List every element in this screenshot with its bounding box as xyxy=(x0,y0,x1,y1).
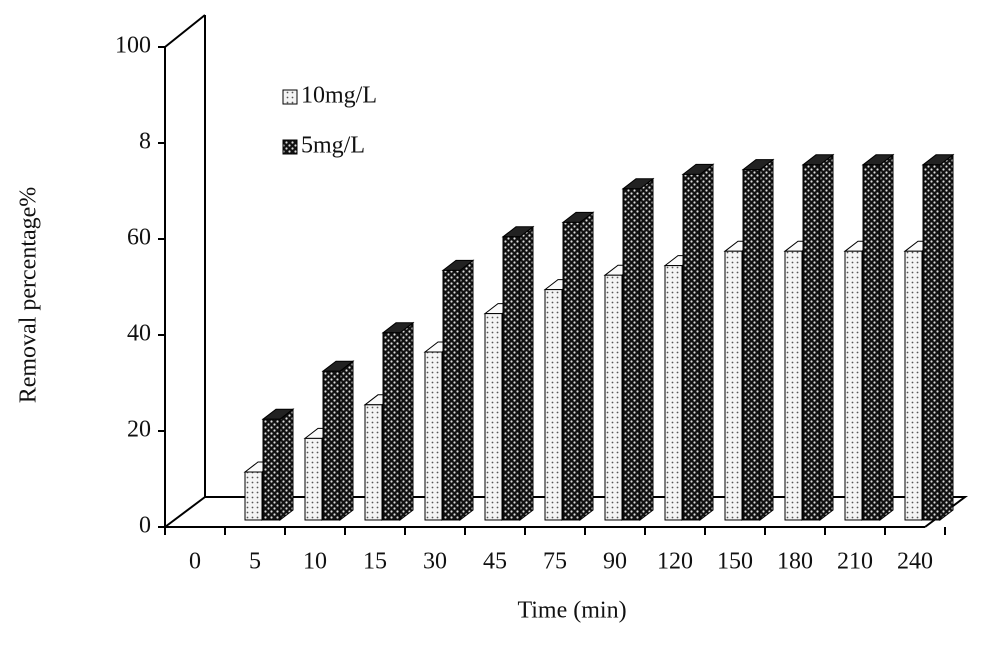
x-tick-label: 150 xyxy=(717,549,753,575)
y-tick-label: 60 xyxy=(127,225,151,251)
bar xyxy=(562,221,581,521)
bar xyxy=(742,169,761,521)
bar xyxy=(682,173,701,521)
bar-side xyxy=(519,225,534,522)
bar xyxy=(802,164,821,521)
x-tick-label: 0 xyxy=(189,549,201,575)
bar xyxy=(484,313,503,521)
bar xyxy=(904,250,923,521)
bar-side xyxy=(639,177,654,522)
bar xyxy=(382,332,401,521)
x-tick-label: 45 xyxy=(483,549,507,575)
legend-label: 10mg/L xyxy=(301,83,377,109)
bar xyxy=(424,351,443,521)
bar xyxy=(322,370,341,521)
bar-side xyxy=(279,408,294,522)
x-tick-label: 10 xyxy=(303,549,327,575)
bar xyxy=(244,471,263,521)
x-tick-label: 120 xyxy=(657,549,693,575)
bar-side xyxy=(879,153,894,522)
bar-side xyxy=(819,153,834,522)
bar-side xyxy=(399,321,414,522)
y-tick-label: 0 xyxy=(139,513,151,539)
x-tick-label: 210 xyxy=(837,549,873,575)
bar xyxy=(664,265,683,521)
x-tick-label: 5 xyxy=(249,549,261,575)
legend-swatch xyxy=(282,139,298,155)
x-axis-title: Time (min) xyxy=(517,598,626,624)
bar xyxy=(784,250,803,521)
bar xyxy=(862,164,881,521)
y-tick-label: 8 xyxy=(139,129,151,155)
y-tick-label: 100 xyxy=(115,33,151,59)
bar-side xyxy=(459,259,474,522)
x-tick-label: 15 xyxy=(363,549,387,575)
bar xyxy=(844,250,863,521)
legend-swatch xyxy=(282,89,298,105)
bar xyxy=(622,188,641,521)
bar xyxy=(724,250,743,521)
bar-side xyxy=(759,158,774,522)
y-tick-label: 40 xyxy=(127,321,151,347)
bar-side xyxy=(699,163,714,522)
x-tick-label: 240 xyxy=(897,549,933,575)
bar-side xyxy=(939,153,954,522)
y-axis-title: Removal percentage% xyxy=(16,187,42,404)
x-tick-label: 30 xyxy=(423,549,447,575)
bar xyxy=(544,289,563,521)
bar xyxy=(304,437,323,521)
bar xyxy=(364,404,383,521)
bar-side xyxy=(579,211,594,522)
x-tick-label: 180 xyxy=(777,549,813,575)
x-tick-label: 90 xyxy=(603,549,627,575)
bar xyxy=(604,274,623,521)
legend-label: 5mg/L xyxy=(301,133,365,159)
bar xyxy=(262,418,281,521)
y-tick-label: 20 xyxy=(127,417,151,443)
bar xyxy=(502,236,521,521)
bar xyxy=(442,269,461,521)
bar xyxy=(922,164,941,521)
x-tick-label: 75 xyxy=(543,549,567,575)
bar-side xyxy=(339,360,354,522)
